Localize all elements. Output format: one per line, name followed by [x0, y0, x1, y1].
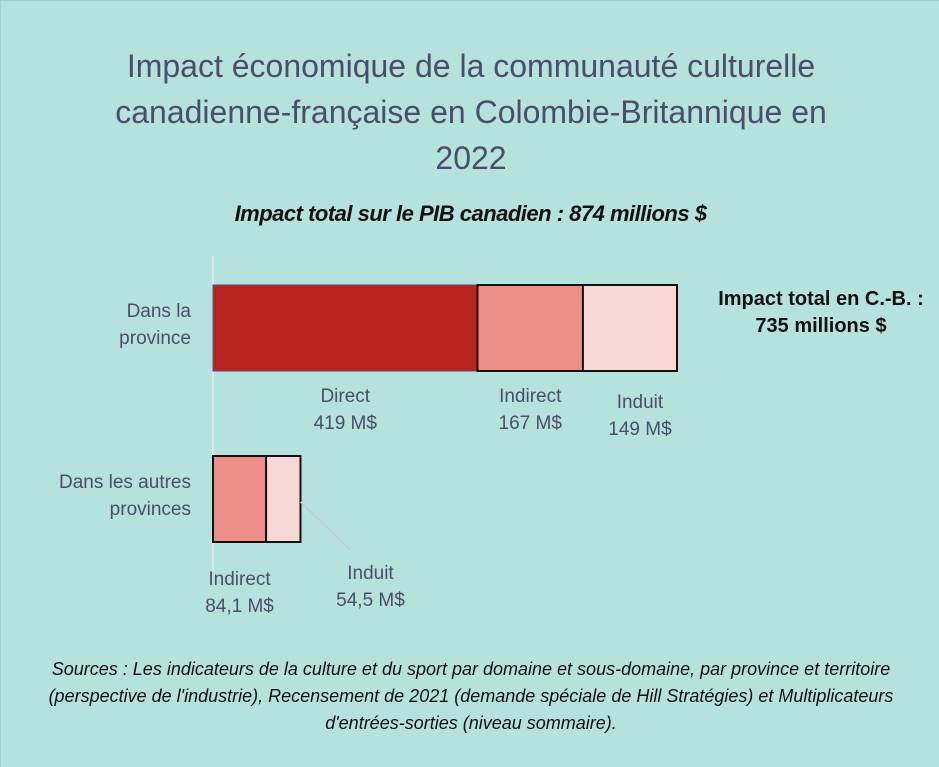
- category-label: Dans les autres provinces: [58, 472, 191, 520]
- subtitle: Impact total sur le PIB canadien : 874 m…: [234, 201, 707, 226]
- series-label: Direct: [320, 386, 371, 407]
- series-label: Induit: [347, 563, 394, 584]
- sources: Sources : Les indicateurs de la culture …: [48, 659, 894, 733]
- category-label: Dans la province: [119, 301, 191, 349]
- value-label: 54,5 M$: [336, 590, 405, 611]
- bar-segment: [581, 284, 679, 372]
- value-label: 167 M$: [498, 413, 562, 434]
- value-label: 149 M$: [608, 419, 672, 440]
- bar-segment: [265, 455, 302, 543]
- chart-title: Impact économique de la communauté cultu…: [115, 48, 827, 176]
- annotation: Impact total en C.-B. : 735 millions $: [718, 288, 924, 337]
- bar-segment: [476, 284, 584, 372]
- bar-segment: [212, 455, 268, 543]
- series-label: Indirect: [208, 569, 271, 590]
- value-label: 419 M$: [313, 413, 377, 434]
- leader-line: [299, 501, 352, 551]
- value-label: 84,1 M$: [205, 596, 274, 617]
- bar-segment: [212, 284, 479, 372]
- series-label: Induit: [616, 392, 664, 413]
- series-label: Indirect: [499, 386, 562, 407]
